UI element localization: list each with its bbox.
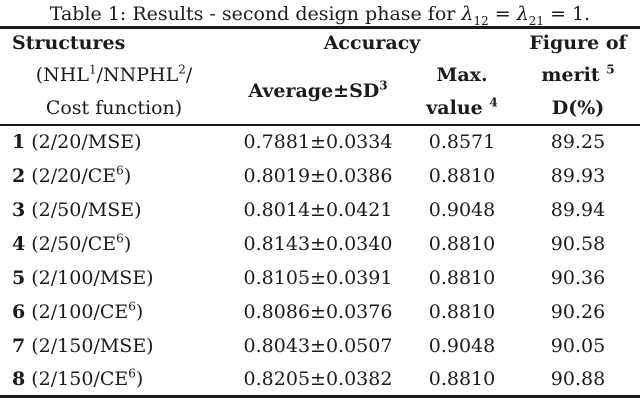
structure-cell: 6 (2/100/CE6) <box>12 299 144 323</box>
structure-cell: 5 (2/100/MSE) <box>12 266 154 289</box>
lambda-symbol: λ <box>461 3 474 25</box>
caption-text: Table 1: Results - second design phase f… <box>49 3 462 25</box>
lambda-subscript: 12 <box>473 13 489 28</box>
results-table: Structures Accuracy Figure of (NHL1/NNPH… <box>0 26 640 398</box>
header-average-sd: Average±SD3 <box>228 57 408 126</box>
merit-cell: 90.58 <box>550 232 606 255</box>
average-sd-cell: 0.8019±0.0386 <box>243 164 393 187</box>
average-sd-cell: 0.8105±0.0391 <box>243 266 393 289</box>
structure-cell: 4 (2/50/CE6) <box>12 231 132 255</box>
caption-end: = 1. <box>544 3 591 25</box>
table-row: 3 (2/50/MSE) 0.8014±0.0421 0.9048 89.94 <box>0 193 640 227</box>
header-max-value: value 4 <box>408 91 516 126</box>
average-sd-cell: 0.8205±0.0382 <box>243 367 393 390</box>
table-row: 8 (2/150/CE6) 0.8205±0.0382 0.8810 90.88 <box>0 363 640 397</box>
merit-cell: 89.25 <box>550 131 606 153</box>
max-value-cell: 0.8571 <box>428 131 496 153</box>
header-structures-line3: Cost function) <box>0 91 228 126</box>
average-sd-cell: 0.8043±0.0507 <box>243 334 393 357</box>
lambda-symbol: λ <box>516 3 529 25</box>
table-row: 7 (2/150/MSE) 0.8043±0.0507 0.9048 90.05 <box>0 329 640 363</box>
merit-cell: 90.05 <box>550 334 606 357</box>
header-structures-line2: (NHL1/NNPHL2/ <box>35 62 193 86</box>
table-row: 1 (2/20/MSE) 0.7881±0.0334 0.8571 89.25 <box>0 125 640 159</box>
structure-cell: 7 (2/150/MSE) <box>12 334 154 357</box>
max-value-cell: 0.8810 <box>428 164 496 187</box>
header-max: Max. <box>436 63 488 86</box>
header-row-3: Cost function) value 4 D(%) <box>0 91 640 126</box>
structure-cell: 3 (2/50/MSE) <box>12 198 142 221</box>
table-row: 5 (2/100/MSE) 0.8105±0.0391 0.8810 90.36 <box>0 261 640 295</box>
table-caption: Table 1: Results - second design phase f… <box>0 0 640 28</box>
max-value-cell: 0.8810 <box>428 232 496 255</box>
average-sd-cell: 0.8086±0.0376 <box>243 300 393 323</box>
merit-cell: 90.26 <box>550 300 606 323</box>
header-row-1: Structures Accuracy Figure of <box>0 28 640 58</box>
table-header: Structures Accuracy Figure of (NHL1/NNPH… <box>0 28 640 126</box>
merit-cell: 89.94 <box>550 198 606 221</box>
header-row-2: (NHL1/NNPHL2/ Average±SD3 Max. merit 5 <box>0 57 640 126</box>
caption-equals: = <box>488 3 517 25</box>
average-sd-cell: 0.7881±0.0334 <box>243 131 393 153</box>
structure-cell: 2 (2/20/CE6) <box>12 163 132 187</box>
merit-cell: 90.36 <box>550 266 606 289</box>
table-row: 2 (2/20/CE6) 0.8019±0.0386 0.8810 89.93 <box>0 159 640 193</box>
header-figure-of-merit-line1: Figure of <box>529 32 627 55</box>
table-row: 4 (2/50/CE6) 0.8143±0.0340 0.8810 90.58 <box>0 227 640 261</box>
header-structures: Structures <box>12 32 126 55</box>
table-body: 1 (2/20/MSE) 0.7881±0.0334 0.8571 89.25 … <box>0 125 640 397</box>
average-sd-cell: 0.8014±0.0421 <box>243 198 393 221</box>
max-value-cell: 0.8810 <box>428 266 496 289</box>
structure-cell: 8 (2/150/CE6) <box>12 366 144 390</box>
lambda-subscript: 21 <box>528 13 545 28</box>
structure-cell: 1 (2/20/MSE) <box>12 131 142 153</box>
merit-cell: 90.88 <box>550 367 606 390</box>
average-sd-cell: 0.8143±0.0340 <box>243 232 393 255</box>
max-value-cell: 0.9048 <box>428 334 496 357</box>
header-merit: merit 5 <box>541 62 615 86</box>
header-d-percent: D(%) <box>516 91 640 126</box>
max-value-cell: 0.8810 <box>428 300 496 323</box>
merit-cell: 89.93 <box>550 164 606 187</box>
max-value-cell: 0.9048 <box>428 198 496 221</box>
max-value-cell: 0.8810 <box>428 367 496 390</box>
header-accuracy: Accuracy <box>323 32 421 55</box>
table-row: 6 (2/100/CE6) 0.8086±0.0376 0.8810 90.26 <box>0 295 640 329</box>
